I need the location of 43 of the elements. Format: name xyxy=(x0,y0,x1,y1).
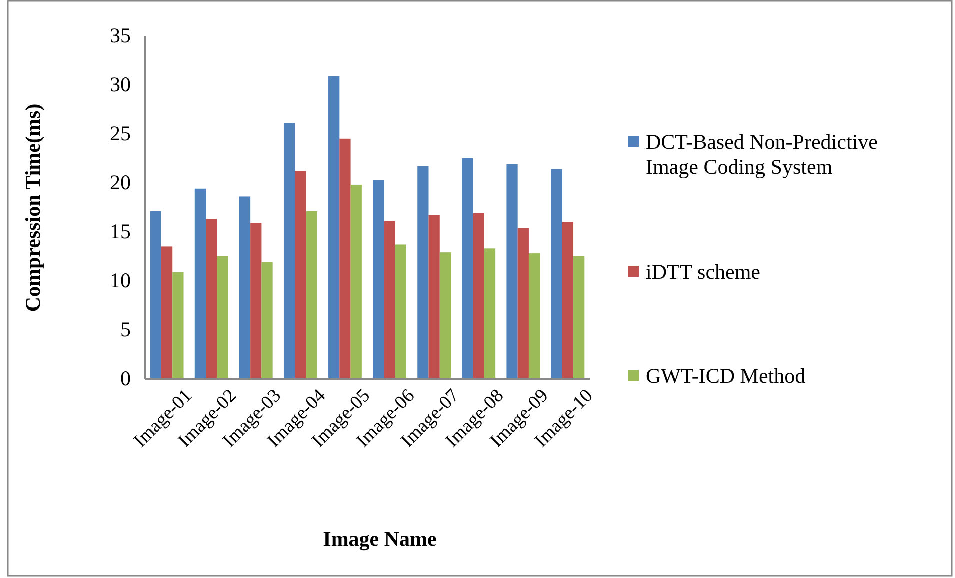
bar xyxy=(440,252,452,379)
y-tick-label: 5 xyxy=(120,318,131,342)
bar xyxy=(172,272,184,379)
bar xyxy=(295,171,306,379)
bar xyxy=(373,180,384,379)
legend-label: DCT-Based Non-Predictive Image Coding System xyxy=(646,130,878,180)
bar xyxy=(528,254,540,379)
bar xyxy=(473,213,484,379)
bar xyxy=(428,215,440,379)
bar xyxy=(484,248,496,379)
bar xyxy=(206,219,218,379)
y-axis-title: Compression Time(ms) xyxy=(21,104,45,312)
bar xyxy=(250,223,262,379)
bar xyxy=(506,164,518,379)
bar xyxy=(350,184,362,379)
y-tick-label: 10 xyxy=(110,268,131,293)
bar xyxy=(150,211,162,379)
bar xyxy=(562,222,574,379)
bar xyxy=(194,188,206,379)
y-tick-label: 35 xyxy=(110,24,131,48)
bar xyxy=(161,246,173,379)
bar xyxy=(328,76,340,379)
bar xyxy=(462,158,474,379)
bar xyxy=(340,138,351,379)
bar xyxy=(306,211,318,379)
bar xyxy=(384,221,396,379)
bar xyxy=(518,228,529,379)
bar xyxy=(395,244,406,379)
y-tick-label: 25 xyxy=(110,122,131,146)
y-tick-label: 15 xyxy=(110,220,131,244)
x-axis-title: Image Name xyxy=(323,527,437,551)
bar xyxy=(551,169,562,379)
legend-label: GWT-ICD Method xyxy=(646,364,806,388)
bar xyxy=(217,256,228,379)
legend-label: iDTT scheme xyxy=(646,260,760,284)
y-tick-label: 0 xyxy=(120,366,131,391)
bar xyxy=(262,262,273,379)
bar xyxy=(284,123,296,379)
y-tick-label: 30 xyxy=(110,72,131,97)
bar xyxy=(239,196,251,379)
y-tick-label: 20 xyxy=(110,170,131,195)
bar xyxy=(574,256,585,379)
bar xyxy=(418,166,429,379)
